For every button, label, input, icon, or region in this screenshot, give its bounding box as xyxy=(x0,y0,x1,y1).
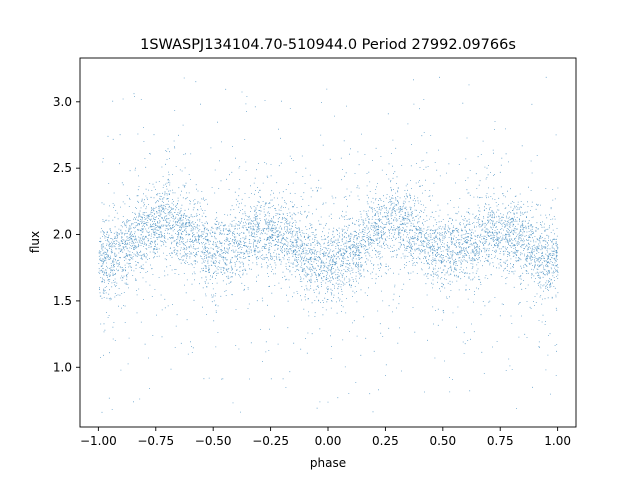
x-tick-label: 0.50 xyxy=(429,434,456,448)
y-tick-label: 2.5 xyxy=(53,161,72,175)
x-axis-label: phase xyxy=(310,456,346,470)
x-tick-label: −0.25 xyxy=(252,434,289,448)
x-tick-label: 0.75 xyxy=(487,434,514,448)
x-tick-label: 1.00 xyxy=(544,434,571,448)
x-tick-label: 0.25 xyxy=(372,434,399,448)
scatter-point xyxy=(98,76,559,413)
x-tick-label: −0.50 xyxy=(195,434,232,448)
y-tick-label: 1.0 xyxy=(53,360,72,374)
data-points xyxy=(98,76,559,413)
x-tick-label: 0.00 xyxy=(315,434,342,448)
y-axis-label: flux xyxy=(28,231,42,253)
y-tick-label: 2.0 xyxy=(53,228,72,242)
x-axis-ticks: −1.00 −0.75 −0.50 −0.25 0.00 0.25 0.50 0.75 1.00 xyxy=(80,427,571,448)
y-tick-label: 1.5 xyxy=(53,294,72,308)
x-tick-label: −1.00 xyxy=(80,434,117,448)
y-tick-label: 3.0 xyxy=(53,95,72,109)
x-tick-label: −0.75 xyxy=(137,434,174,448)
y-axis-ticks: 1.0 1.5 2.0 2.5 3.0 xyxy=(53,95,80,374)
chart-title: 1SWASPJ134104.70-510944.0 Period 27992.0… xyxy=(140,37,516,53)
